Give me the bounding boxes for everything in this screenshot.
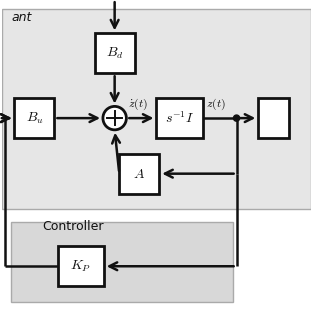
Bar [95, 33, 135, 73]
Circle shape [234, 115, 240, 121]
Text: ant: ant [11, 11, 32, 24]
Bar [258, 98, 289, 138]
Text: $z(t)$: $z(t)$ [206, 97, 225, 112]
Text: Controller: Controller [42, 220, 104, 233]
Text: $A$: $A$ [133, 167, 145, 181]
Text: $B_u$: $B_u$ [26, 110, 43, 126]
Text: $\dot{z}(t)$: $\dot{z}(t)$ [128, 97, 148, 112]
Bar [58, 246, 104, 286]
Text: $K_P$: $K_P$ [70, 258, 91, 274]
Bar [14, 98, 54, 138]
Text: $s^{-1}I$: $s^{-1}I$ [165, 110, 194, 126]
Bar [156, 98, 202, 138]
Bar [11, 221, 234, 302]
Circle shape [103, 106, 126, 130]
Bar [2, 9, 311, 209]
Bar [119, 154, 160, 194]
Text: $B_d$: $B_d$ [106, 46, 123, 61]
